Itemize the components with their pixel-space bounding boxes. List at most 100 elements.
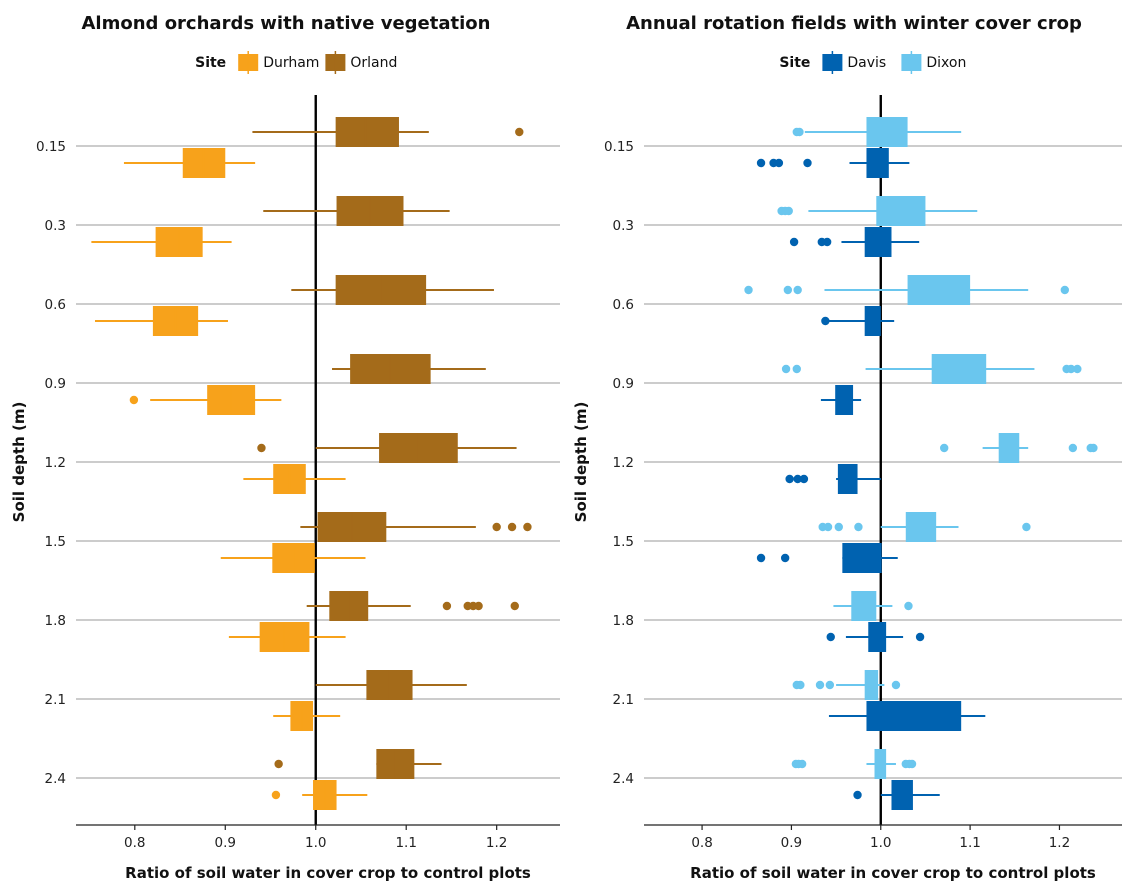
x-tick-label: 0.8 [691, 835, 712, 851]
y-tick-label: 2.1 [45, 692, 66, 708]
box-dixon-0.3 [777, 196, 978, 226]
legend-key-orland: Orland [325, 51, 397, 74]
box-davis-0.6 [821, 306, 895, 336]
outlier-point [774, 158, 784, 168]
box-dixon-1.5 [818, 512, 1031, 542]
outlier-point [783, 285, 793, 295]
series-dixon [744, 117, 1098, 779]
outlier-point [822, 237, 832, 247]
outlier-point [507, 522, 517, 532]
y-tick-label: 1.8 [45, 613, 66, 629]
outlier-point [129, 395, 139, 405]
y-axis-label: Soil depth (m) [10, 402, 28, 523]
box-dixon-2.4 [791, 749, 917, 779]
y-tick-label: 2.4 [45, 771, 66, 787]
y-tick-label: 1.2 [613, 455, 634, 471]
outlier-point [795, 127, 804, 137]
outlier-point [907, 759, 917, 769]
legend: Site Durham Orland [195, 51, 397, 74]
box-orland-1.5 [300, 512, 532, 542]
outlier-point [492, 522, 501, 532]
box-orland-0.6 [291, 275, 494, 305]
outlier-point [825, 680, 835, 690]
box-dixon-0.6 [744, 275, 1070, 305]
y-tick-label: 0.15 [604, 139, 634, 155]
outlier-point [793, 474, 802, 484]
box-orland-2.1 [315, 670, 467, 700]
y-tick-label: 0.6 [613, 297, 634, 313]
outlier-point [515, 127, 524, 137]
outlier-point [744, 285, 753, 295]
box-orland-1.2 [257, 433, 517, 463]
legend-key-dixon: Dixon [901, 51, 966, 74]
outlier-point [792, 364, 801, 374]
outlier-point [474, 601, 483, 611]
series-davis [756, 148, 986, 810]
box-davis-2.1 [828, 701, 986, 731]
outlier-point [891, 680, 901, 690]
outlier-point [915, 632, 925, 642]
box-davis-0.9 [820, 385, 862, 415]
box-orland-1.8 [306, 591, 519, 621]
x-tick-label: 1.1 [395, 835, 416, 851]
legend-title: Site [779, 55, 810, 71]
outlier-point [821, 316, 830, 326]
outlier-point [853, 790, 862, 800]
outlier-point [1066, 364, 1076, 374]
chart-title: Annual rotation fields with winter cover… [626, 13, 1082, 34]
y-tick-label: 1.5 [613, 534, 634, 550]
box-davis-1.5 [756, 543, 898, 573]
x-tick-label: 1.2 [486, 835, 507, 851]
outlier-point [271, 790, 281, 800]
y-tick-label: 0.3 [45, 218, 66, 234]
y-tick-label: 0.9 [45, 376, 66, 392]
y-tick-label: 1.2 [45, 455, 66, 471]
box-dixon-0.15 [792, 117, 962, 147]
x-tick-label: 1.0 [305, 835, 326, 851]
box-davis-1.2 [785, 464, 881, 494]
box-davis-0.3 [789, 227, 920, 257]
outlier-point [274, 759, 283, 769]
box-durham-1.2 [243, 464, 346, 494]
box-davis-1.8 [826, 622, 925, 652]
box-durham-1.5 [220, 543, 366, 573]
box-orland-0.3 [263, 196, 450, 226]
series-durham [91, 148, 368, 810]
x-tick-label: 1.0 [870, 835, 891, 851]
outlier-point [904, 601, 913, 611]
legend-key-davis: Davis [822, 51, 886, 74]
box-dixon-1.8 [833, 591, 913, 621]
outlier-point [781, 364, 791, 374]
chart-panel-2: Annual rotation fields with winter cover… [572, 13, 1122, 882]
outlier-point [784, 206, 793, 216]
y-tick-label: 0.15 [36, 139, 66, 155]
y-axis-label: Soil depth (m) [572, 402, 590, 523]
box-durham-1.8 [228, 622, 346, 652]
legend-key-durham: Durham [238, 51, 319, 74]
box [366, 670, 413, 700]
outlier-point [789, 237, 799, 247]
box-durham-2.1 [273, 701, 341, 731]
x-axis-label: Ratio of soil water in cover crop to con… [690, 864, 1096, 882]
box-dixon-1.2 [940, 433, 1098, 463]
x-tick-label: 0.9 [781, 835, 802, 851]
box [379, 433, 458, 463]
box-durham-0.3 [91, 227, 232, 257]
legend-label: Orland [350, 55, 397, 71]
box-durham-0.9 [129, 385, 282, 415]
outlier-point [796, 680, 805, 690]
y-tick-label: 0.3 [613, 218, 634, 234]
outlier-point [756, 158, 766, 168]
box-durham-2.4 [271, 780, 368, 810]
legend-label: Durham [263, 55, 319, 71]
outlier-point [1022, 522, 1031, 532]
outlier-point [854, 522, 863, 532]
outlier-point [1068, 443, 1078, 453]
outlier-point [257, 443, 266, 453]
outlier-point [523, 522, 532, 532]
outlier-point [510, 601, 519, 611]
outlier-point [1073, 364, 1082, 374]
outlier-point [780, 553, 790, 563]
y-tick-label: 0.9 [613, 376, 634, 392]
